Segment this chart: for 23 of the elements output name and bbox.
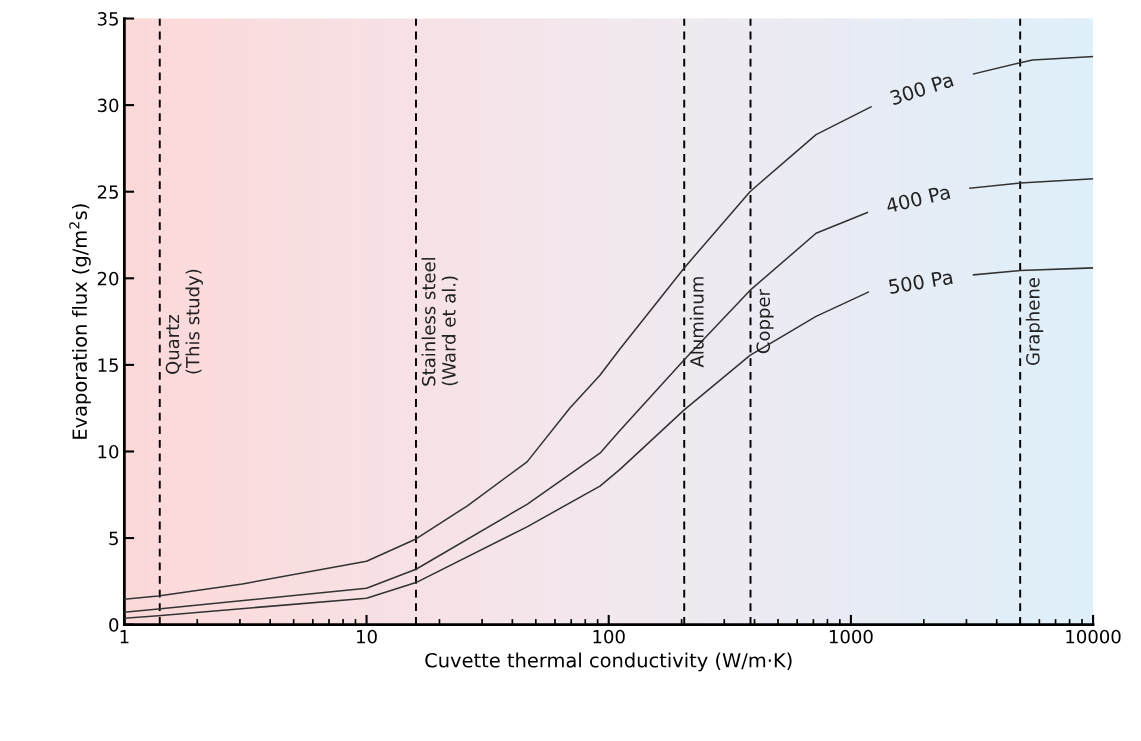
x-axis-title: Cuvette thermal conductivity (W/m·K)	[425, 652, 792, 672]
y-tick-label: 35	[97, 11, 118, 26]
y-tick-label: 10	[98, 444, 119, 459]
y-tick-label: 15	[98, 358, 118, 373]
x-tick-label: 1000	[829, 629, 873, 644]
x-tick-label: 100	[593, 629, 625, 644]
y-tick-label: 25	[97, 185, 118, 199]
ref-line-label: Graphene	[1025, 278, 1044, 366]
ref-line-label: Copper	[756, 289, 774, 354]
y-tick-label: 20	[97, 271, 119, 286]
x-tick-label: 10	[357, 629, 377, 644]
text: 300 Pa	[889, 72, 954, 106]
ref-line-label: Aluminum	[689, 277, 704, 368]
text: 400 Pa	[885, 184, 951, 214]
ref-line-label: Quartz (This study)	[165, 269, 204, 374]
x-tick-label: 1	[120, 630, 129, 644]
y-tick-label: 0	[109, 618, 119, 632]
x-tick-label: 10000	[1066, 629, 1121, 644]
ref-line-label: Stainless steel (Ward et al.)	[421, 258, 458, 386]
y-axis-title: Evaporation flux (g/m$^{2}$s)	[69, 204, 91, 439]
y-tick-label: 30	[97, 98, 119, 113]
y-tick-label: 5	[109, 531, 118, 546]
text: 500 Pa	[888, 269, 953, 295]
